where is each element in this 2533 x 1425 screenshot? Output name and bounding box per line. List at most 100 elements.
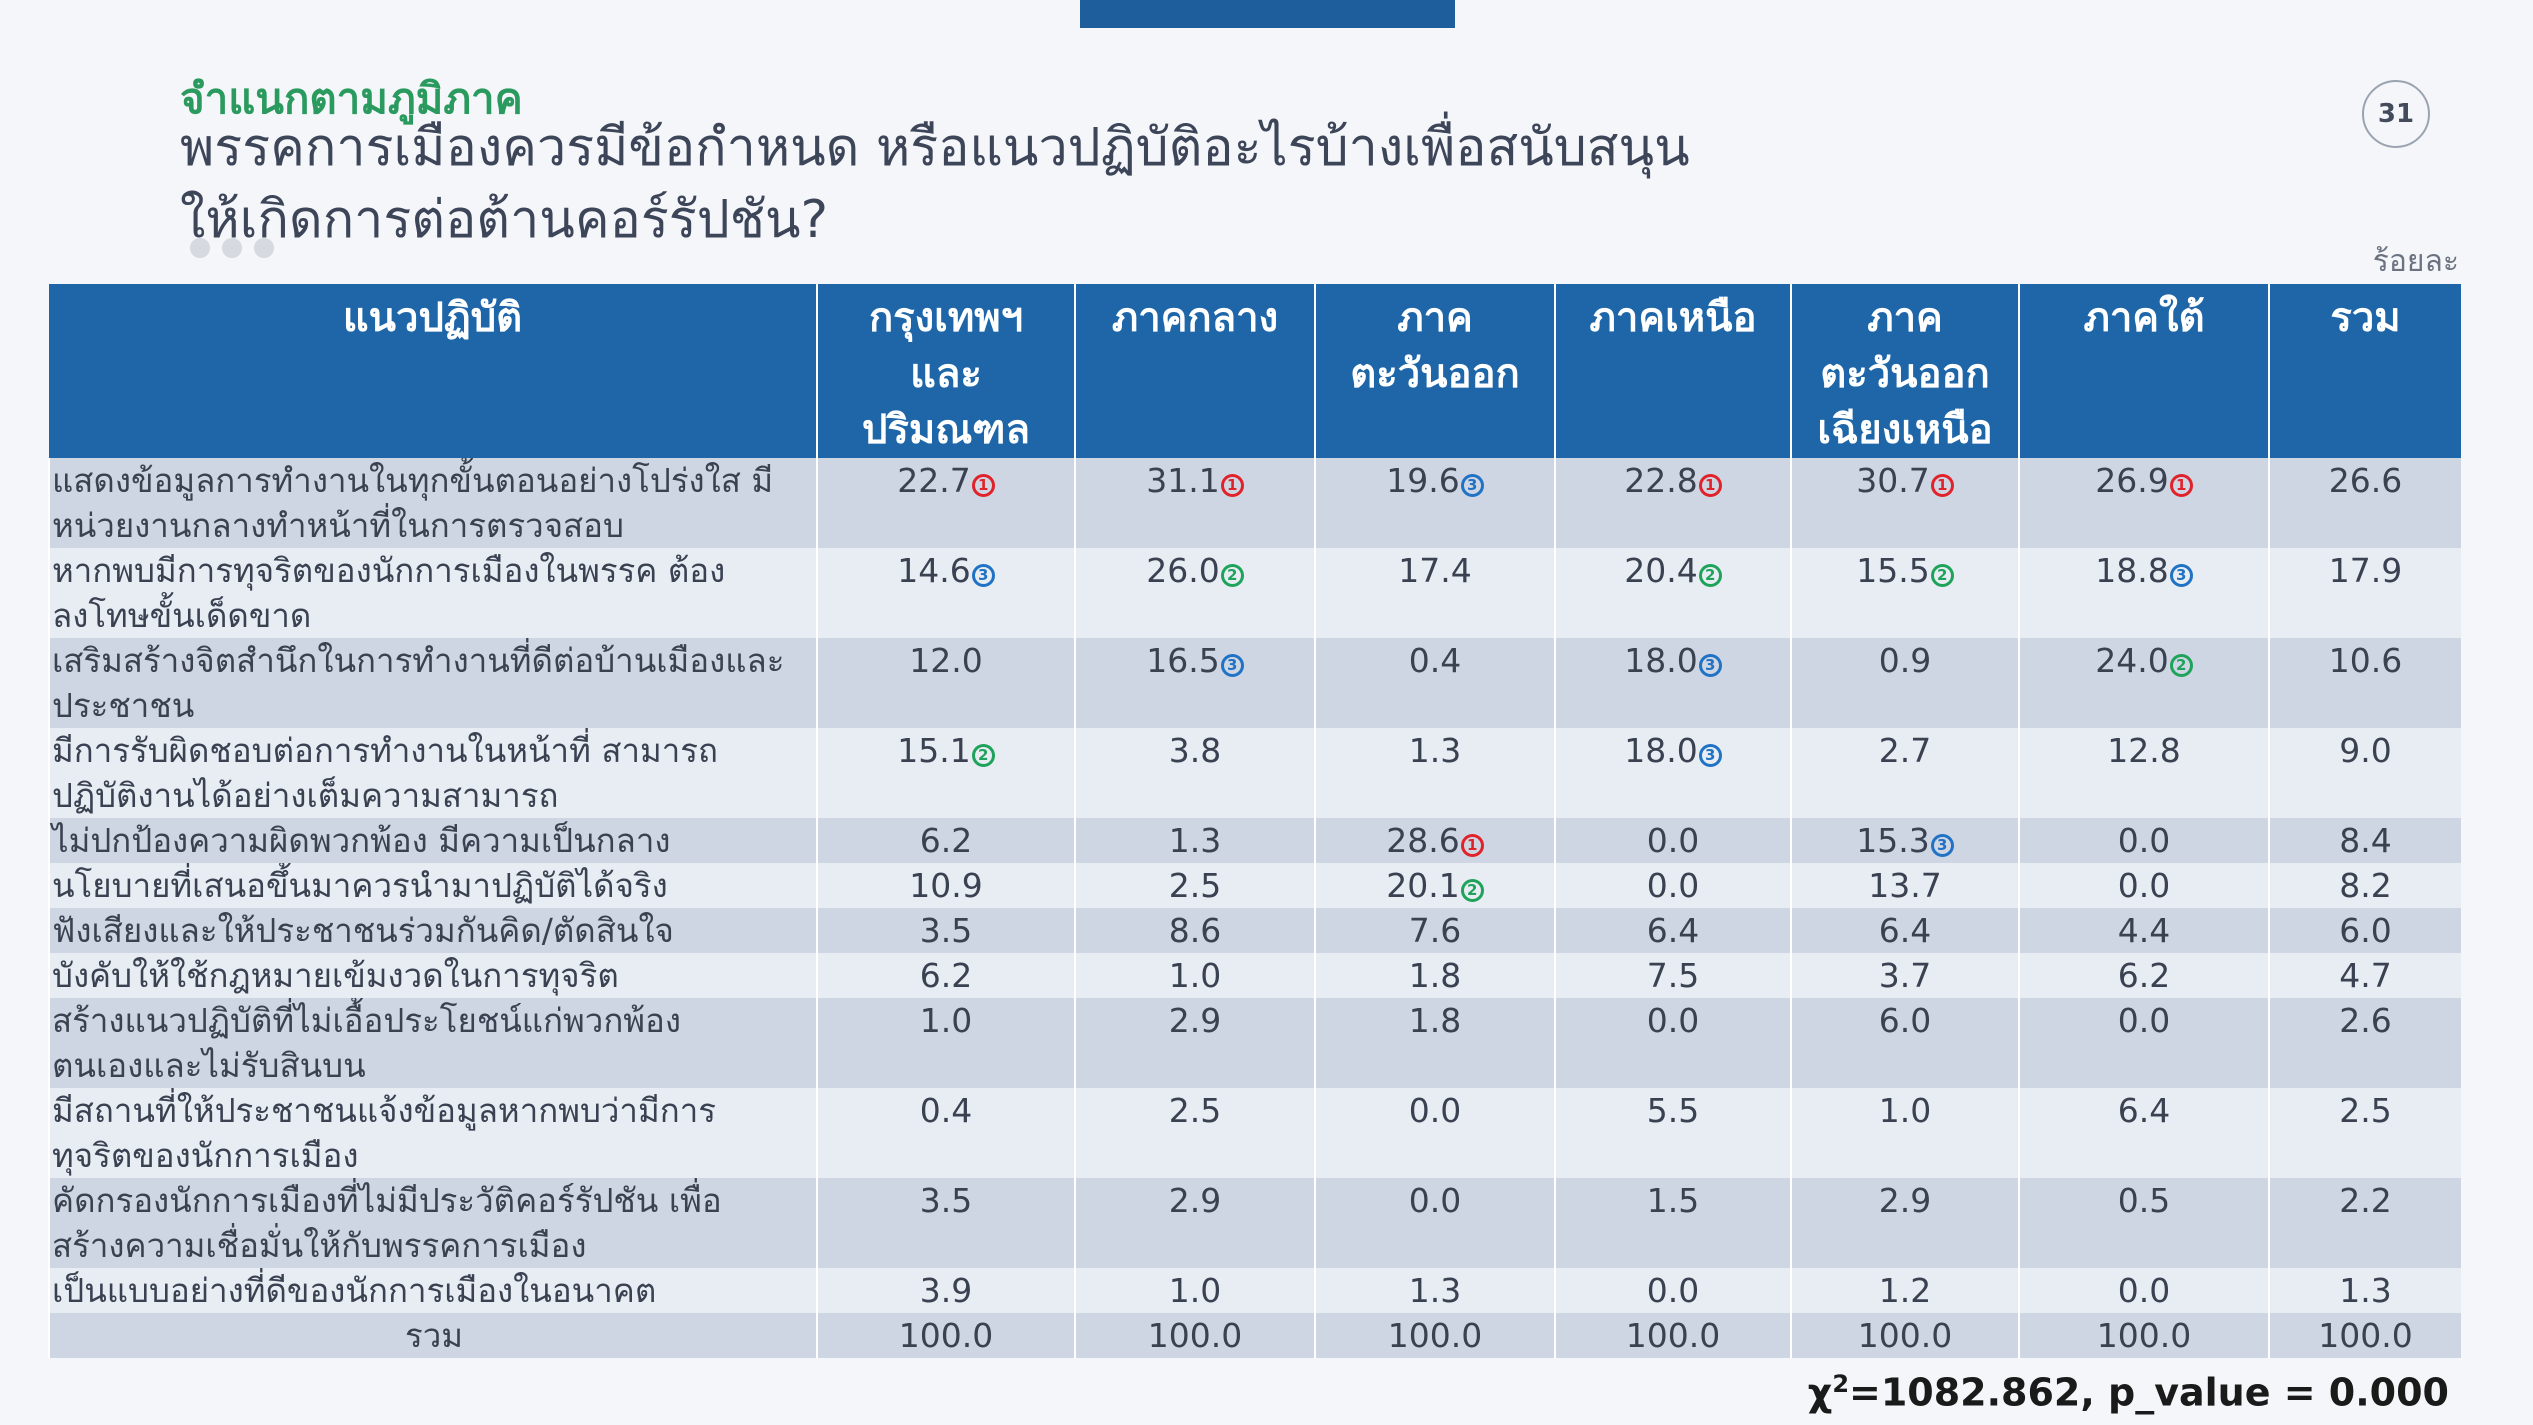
cell-value: 12.0: [909, 641, 983, 680]
cell-value: 5.5: [1646, 1091, 1700, 1130]
rank-3-icon: 3: [971, 564, 995, 587]
column-header-text: ภาคกลาง: [1111, 295, 1279, 341]
table-row: คัดกรองนักการเมืองที่ไม่มีประวัติคอร์รัป…: [48, 1178, 2461, 1268]
table-body: แสดงข้อมูลการทำงานในทุกขั้นตอนอย่างโปร่ง…: [48, 458, 2461, 1358]
cell-value: 0.0: [2117, 821, 2171, 860]
table-cell: 0.0: [2018, 818, 2269, 863]
cell-value: 7.5: [1646, 956, 1700, 995]
table-cell: 6.4: [1790, 908, 2019, 953]
row-label-line: หน่วยงานกลางทำหน้าที่ในการตรวจสอบ: [52, 506, 624, 545]
table-cell: 6.2: [2018, 953, 2269, 998]
row-label-line: ลงโทษขั้นเด็ดขาด: [52, 596, 312, 635]
cell-value: 22.8: [1624, 461, 1698, 500]
table-cell: 26.6: [2268, 458, 2461, 548]
row-label: คัดกรองนักการเมืองที่ไม่มีประวัติคอร์รัป…: [48, 1178, 817, 1268]
table-cell: 0.9: [1790, 638, 2019, 728]
cell-value: 2.5: [2339, 1091, 2392, 1130]
rank-1-icon: 1: [1220, 474, 1244, 497]
rank-1-icon: 1: [1698, 474, 1722, 497]
row-label-line: สร้างแนวปฏิบัติที่ไม่เอื้อประโยชน์แก่พวก…: [52, 1001, 681, 1040]
table-cell: 26.0 2: [1074, 548, 1315, 638]
column-header-5: ภาค ตะวันออก เฉียงเหนือ: [1790, 284, 2019, 458]
table-cell: 18.8 3: [2018, 548, 2269, 638]
table-cell: 19.6 3: [1314, 458, 1555, 548]
cell-value: 20.4: [1624, 551, 1698, 590]
rank-3-icon: 3: [1460, 474, 1484, 497]
rank-3-icon: 3: [1930, 834, 1954, 857]
cell-value: 6.2: [919, 956, 973, 995]
table-cell: 22.7 1: [816, 458, 1075, 548]
row-label: นโยบายที่เสนอขึ้นมาควรนำมาปฏิบัติได้จริง: [48, 863, 817, 908]
cell-value: 24.0: [2095, 641, 2169, 680]
table-cell: 8.2: [2268, 863, 2461, 908]
table-cell: 2.9: [1074, 1178, 1315, 1268]
rank-2-icon: 2: [2169, 654, 2193, 677]
table-cell: 28.6 1: [1314, 818, 1555, 863]
row-label-line: มีสถานที่ให้ประชาชนแจ้งข้อมูลหากพบว่ามีก…: [52, 1091, 716, 1130]
title-line-2: ให้เกิดการต่อต้านคอร์รัปชัน?: [180, 190, 829, 250]
table-cell: 2.9: [1074, 998, 1315, 1088]
cell-value: 6.2: [2117, 956, 2171, 995]
column-header-text: กรุงเทพฯ: [868, 295, 1024, 341]
rank-1-icon: 1: [1460, 834, 1484, 857]
page-number: 31: [2362, 80, 2430, 148]
total-cell: 100.0: [1790, 1313, 2019, 1358]
column-header-text: รวม: [2330, 295, 2401, 341]
table-cell: 5.5: [1554, 1088, 1791, 1178]
table-cell: 31.1 1: [1074, 458, 1315, 548]
table-cell: 3.7: [1790, 953, 2019, 998]
column-header-text: ปริมณฑล: [861, 407, 1031, 453]
chi-square-result: χ2=1082.862, p_value = 0.000: [1807, 1370, 2449, 1415]
table-cell: 1.0: [1790, 1088, 2019, 1178]
rank-3-icon: 3: [1698, 744, 1722, 767]
cell-value: 8.2: [2339, 866, 2392, 905]
table-cell: 1.3: [1314, 1268, 1555, 1313]
cell-value: 3.7: [1878, 956, 1932, 995]
table-cell: 2.5: [2268, 1088, 2461, 1178]
cell-value: 18.0: [1624, 731, 1698, 770]
cell-value: 15.3: [1856, 821, 1930, 860]
cell-value: 12.8: [2107, 731, 2181, 770]
cell-value: 17.4: [1398, 551, 1472, 590]
cell-value: 26.0: [1146, 551, 1220, 590]
table-cell: 10.9: [816, 863, 1075, 908]
table-cell: 1.3: [1314, 728, 1555, 818]
row-label-line: แสดงข้อมูลการทำงานในทุกขั้นตอนอย่างโปร่ง…: [52, 461, 774, 500]
row-label-line: นโยบายที่เสนอขึ้นมาควรนำมาปฏิบัติได้จริง: [52, 866, 668, 905]
column-header-text: ภาค: [1397, 295, 1473, 341]
cell-value: 18.0: [1624, 641, 1698, 680]
cell-value: 0.0: [2117, 1271, 2171, 1310]
cell-value: 28.6: [1386, 821, 1460, 860]
table-cell: 2.5: [1074, 863, 1315, 908]
table-cell: 4.7: [2268, 953, 2461, 998]
table-cell: 6.2: [816, 953, 1075, 998]
cell-value: 0.0: [2117, 866, 2171, 905]
table-row: หากพบมีการทุจริตของนักการเมืองในพรรค ต้อ…: [48, 548, 2461, 638]
column-header-text: และ: [910, 351, 982, 397]
cell-value: 0.0: [2117, 1001, 2171, 1040]
cell-value: 1.8: [1408, 956, 1462, 995]
cell-value: 1.3: [1168, 821, 1222, 860]
table-cell: 22.8 1: [1554, 458, 1791, 548]
row-label-line: สร้างความเชื่อมั่นให้กับพรรคการเมือง: [52, 1226, 587, 1265]
cell-value: 17.9: [2328, 551, 2403, 590]
cell-value: 30.7: [1856, 461, 1930, 500]
table-cell: 17.4: [1314, 548, 1555, 638]
table-cell: 3.5: [816, 1178, 1075, 1268]
column-header-text: ภาค: [1867, 295, 1943, 341]
rank-2-icon: 2: [1220, 564, 1244, 587]
cell-value: 1.0: [1168, 1271, 1222, 1310]
cell-value: 1.2: [1878, 1271, 1932, 1310]
table-cell: 16.5 3: [1074, 638, 1315, 728]
table-row: มีการรับผิดชอบต่อการทำงานในหน้าที่ สามาร…: [48, 728, 2461, 818]
cell-value: 18.8: [2095, 551, 2169, 590]
cell-value: 0.4: [919, 1091, 973, 1130]
table-cell: 12.0: [816, 638, 1075, 728]
table-cell: 3.9: [816, 1268, 1075, 1313]
table-row: สร้างแนวปฏิบัติที่ไม่เอื้อประโยชน์แก่พวก…: [48, 998, 2461, 1088]
cell-value: 1.3: [1408, 1271, 1462, 1310]
rank-1-icon: 1: [971, 474, 995, 497]
table-cell: 3.5: [816, 908, 1075, 953]
table-cell: 6.0: [1790, 998, 2019, 1088]
table-cell: 24.0 2: [2018, 638, 2269, 728]
